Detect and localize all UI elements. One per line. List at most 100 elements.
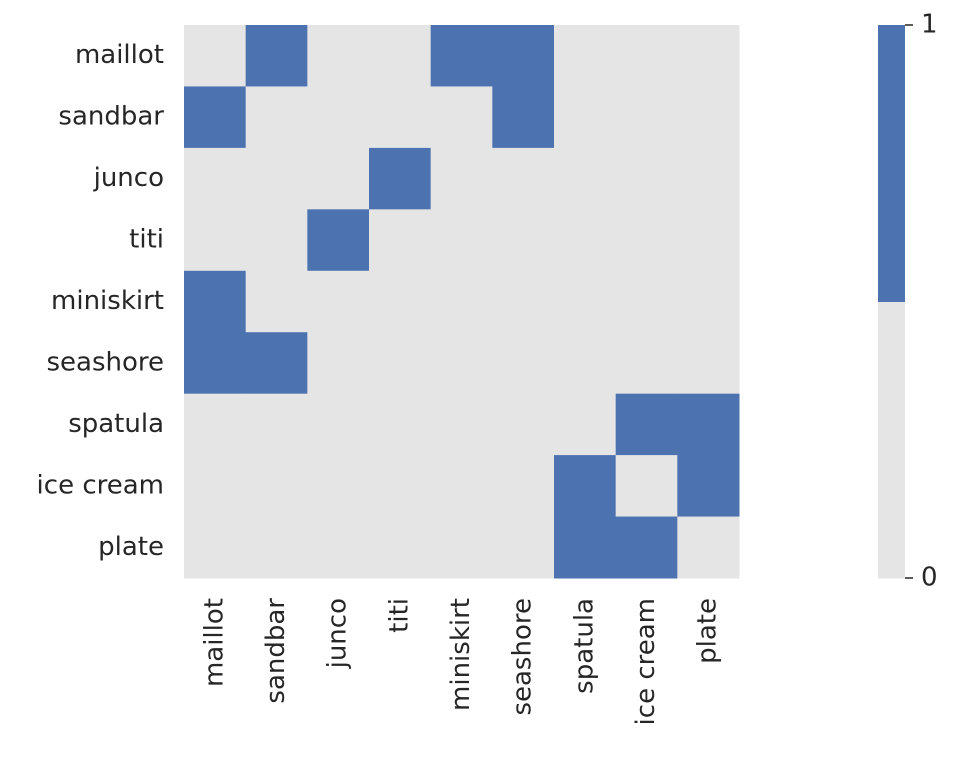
- heatmap-cell: [492, 147, 555, 210]
- heatmap-cell: [369, 147, 432, 210]
- heatmap-cell: [184, 332, 247, 395]
- heatmap-cell: [369, 209, 432, 272]
- heatmap-cell: [615, 25, 678, 87]
- heatmap-cell: [245, 209, 308, 272]
- heatmap-cell: [492, 455, 555, 518]
- heatmap-cell: [245, 270, 308, 333]
- heatmap-cell: [307, 86, 370, 149]
- heatmap-cell: [184, 86, 247, 149]
- heatmap-cell: [677, 332, 740, 395]
- heatmap-cell: [307, 332, 370, 395]
- x-tick-label: ice cream: [631, 598, 661, 725]
- heatmap-cell: [430, 393, 493, 456]
- heatmap-cell: [615, 86, 678, 149]
- y-tick-label: miniskirt: [51, 286, 164, 316]
- heatmap-cell: [184, 393, 247, 456]
- heatmap-cell: [430, 455, 493, 518]
- x-tick-label: miniskirt: [446, 598, 476, 711]
- heatmap-cell: [430, 516, 493, 579]
- heatmap-cell: [369, 393, 432, 456]
- y-tick-label: seashore: [46, 347, 164, 377]
- x-tick-label: sandbar: [261, 598, 291, 704]
- heatmap-cell: [677, 86, 740, 149]
- x-tick-label: spatula: [569, 598, 599, 694]
- heatmap-cell: [492, 25, 555, 87]
- heatmap-cell: [307, 209, 370, 272]
- heatmap-cell: [554, 209, 617, 272]
- heatmap-cell: [430, 332, 493, 395]
- heatmap-cell: [369, 516, 432, 579]
- y-tick-label: spatula: [68, 409, 164, 439]
- x-tick-label: maillot: [199, 598, 229, 687]
- heatmap-cell: [184, 25, 247, 87]
- heatmap-cell: [554, 516, 617, 579]
- colorbar-tick-label: 1: [921, 10, 938, 40]
- x-tick-label: titi: [384, 598, 414, 633]
- colorbar-segment: [878, 25, 905, 302]
- heatmap-cell: [554, 25, 617, 87]
- heatmap-cell: [184, 516, 247, 579]
- heatmap-cell: [677, 147, 740, 210]
- heatmap-cell: [184, 270, 247, 333]
- y-tick-label: junco: [93, 163, 164, 193]
- heatmap-cell: [369, 332, 432, 395]
- heatmap-cell: [245, 393, 308, 456]
- heatmap-cell: [245, 147, 308, 210]
- heatmap-cell: [554, 455, 617, 518]
- heatmap-cell: [245, 86, 308, 149]
- y-tick-label: maillot: [75, 40, 164, 70]
- heatmap-cell: [615, 209, 678, 272]
- heatmap-cell: [307, 455, 370, 518]
- heatmap-cell: [554, 270, 617, 333]
- heatmap-cell: [492, 270, 555, 333]
- heatmap-cell: [554, 86, 617, 149]
- heatmap-cell: [307, 516, 370, 579]
- heatmap-cell: [554, 393, 617, 456]
- x-tick-label: seashore: [508, 598, 538, 716]
- heatmap-cell: [677, 209, 740, 272]
- heatmap-cell: [369, 270, 432, 333]
- x-tick-label: junco: [323, 598, 353, 669]
- heatmap-cell: [245, 332, 308, 395]
- heatmap-cell: [615, 455, 678, 518]
- heatmap-cell: [307, 25, 370, 87]
- heatmap-cell: [615, 516, 678, 579]
- heatmap-cell: [184, 209, 247, 272]
- heatmap-cell: [430, 270, 493, 333]
- heatmap-cell: [430, 25, 493, 87]
- heatmap-cell: [677, 455, 740, 518]
- heatmap-cell: [677, 25, 740, 87]
- heatmap-cell: [307, 393, 370, 456]
- heatmap-cell: [492, 393, 555, 456]
- heatmap-cell: [430, 86, 493, 149]
- heatmap-cell: [430, 147, 493, 210]
- heatmap-cell: [430, 209, 493, 272]
- colorbar-tick-label: 0: [921, 563, 938, 593]
- y-tick-label: plate: [98, 532, 164, 562]
- heatmap-cell: [492, 332, 555, 395]
- heatmap-cell: [369, 455, 432, 518]
- y-tick-label: sandbar: [58, 102, 164, 132]
- heatmap-cell: [492, 86, 555, 149]
- heatmap-cell: [615, 393, 678, 456]
- heatmap-cell: [184, 147, 247, 210]
- heatmap-cell: [184, 455, 247, 518]
- heatmap-cell: [307, 147, 370, 210]
- heatmap-cell: [677, 393, 740, 456]
- heatmap-cell: [492, 516, 555, 579]
- x-tick-label: plate: [693, 598, 723, 664]
- colorbar-segment: [878, 301, 905, 579]
- heatmap-cell: [245, 25, 308, 87]
- heatmap-cell: [615, 332, 678, 395]
- heatmap-cell: [245, 516, 308, 579]
- y-tick-label: titi: [129, 225, 164, 255]
- heatmap-cell: [245, 455, 308, 518]
- heatmap-cell: [554, 332, 617, 395]
- heatmap-cell: [615, 147, 678, 210]
- y-tick-label: ice cream: [37, 470, 164, 500]
- heatmap-cell: [307, 270, 370, 333]
- heatmap-cell: [492, 209, 555, 272]
- heatmap-cell: [615, 270, 678, 333]
- heatmap-cell: [677, 270, 740, 333]
